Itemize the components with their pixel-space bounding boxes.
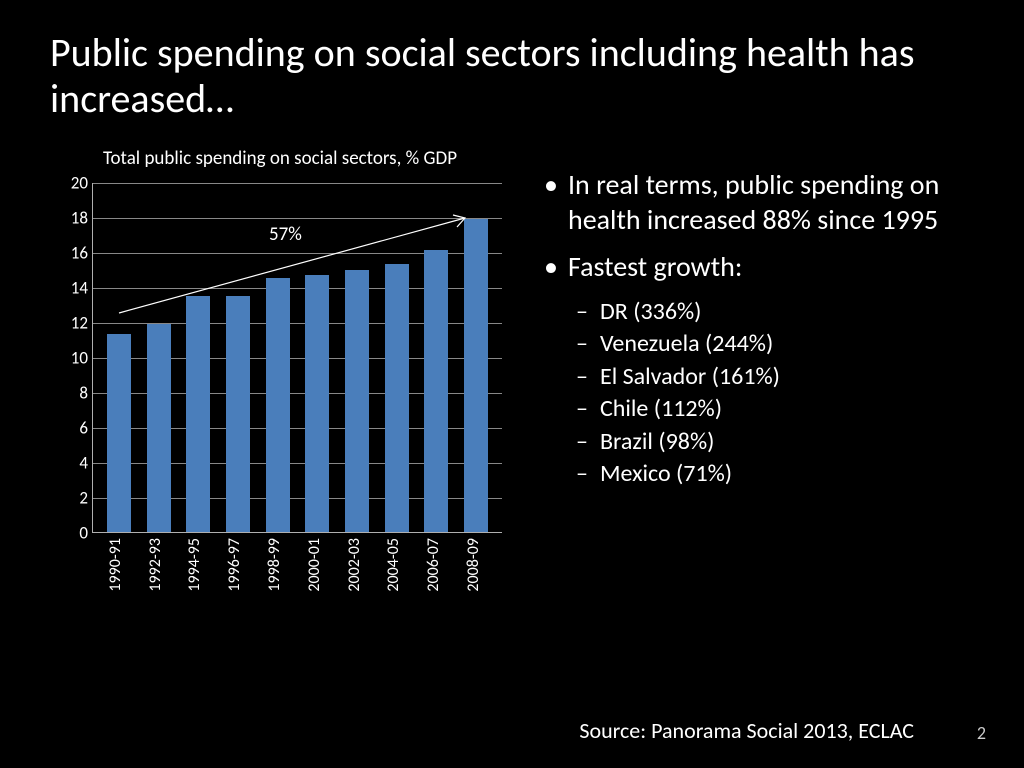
bullet-sub: DR (336%) bbox=[540, 296, 974, 328]
y-tick-label: 8 bbox=[58, 383, 88, 404]
x-tick-label: 2008-09 bbox=[464, 538, 488, 592]
bar bbox=[147, 324, 171, 532]
bullet-sub: Chile (112%) bbox=[540, 393, 974, 425]
bar bbox=[424, 250, 448, 532]
bar bbox=[226, 296, 250, 532]
bar bbox=[305, 275, 329, 532]
y-tick-label: 6 bbox=[58, 418, 88, 439]
page-number: 2 bbox=[977, 722, 986, 744]
bullet-sub: Mexico (71%) bbox=[540, 458, 974, 490]
bar bbox=[186, 296, 210, 532]
y-tick-label: 2 bbox=[58, 488, 88, 509]
x-tick-label: 2000-01 bbox=[305, 538, 329, 592]
bullet-sub: Brazil (98%) bbox=[540, 426, 974, 458]
x-tick-label: 2004-05 bbox=[384, 538, 408, 592]
bar bbox=[464, 219, 488, 532]
y-tick-label: 18 bbox=[58, 208, 88, 229]
bullet-list: In real terms, public spending on health… bbox=[540, 167, 974, 490]
x-tick-label: 1990-91 bbox=[106, 538, 130, 592]
x-tick-label: 1994-95 bbox=[185, 538, 209, 592]
bullet-sub: El Salvador (161%) bbox=[540, 361, 974, 393]
text-section: In real terms, public spending on health… bbox=[540, 147, 974, 618]
source-text: Source: Panorama Social 2013, ECLAC bbox=[579, 717, 914, 744]
slide-title: Public spending on social sectors includ… bbox=[50, 30, 974, 122]
y-tick-label: 12 bbox=[58, 313, 88, 334]
bar bbox=[345, 270, 369, 533]
bullet-main: In real terms, public spending on health… bbox=[540, 167, 974, 237]
content-row: Total public spending on social sectors,… bbox=[50, 147, 974, 618]
chart-section: Total public spending on social sectors,… bbox=[50, 147, 510, 618]
slide-container: Public spending on social sectors includ… bbox=[0, 0, 1024, 768]
y-tick-label: 14 bbox=[58, 278, 88, 299]
y-tick-label: 10 bbox=[58, 348, 88, 369]
x-tick-label: 1992-93 bbox=[146, 538, 170, 592]
x-tick-label: 1998-99 bbox=[265, 538, 289, 592]
x-tick-label: 2002-03 bbox=[345, 538, 369, 592]
x-tick-label: 2006-07 bbox=[424, 538, 448, 592]
plot-area: 57% bbox=[92, 183, 502, 533]
y-tick-label: 20 bbox=[58, 173, 88, 194]
y-tick-label: 4 bbox=[58, 453, 88, 474]
chart-annotation: 57% bbox=[269, 223, 302, 246]
bar bbox=[266, 278, 290, 532]
chart-area: 57% 02468101214161820 1990-911992-931994… bbox=[50, 178, 510, 618]
bar bbox=[385, 264, 409, 532]
bullet-sub: Venezuela (244%) bbox=[540, 328, 974, 360]
x-axis-labels: 1990-91 1992-93 1994-95 1996-97 1998-99 2000-… bbox=[92, 538, 502, 592]
x-tick-label: 1996-97 bbox=[225, 538, 249, 592]
y-tick-label: 16 bbox=[58, 243, 88, 264]
chart-title: Total public spending on social sectors,… bbox=[50, 147, 510, 170]
bar bbox=[107, 334, 131, 532]
y-tick-label: 0 bbox=[58, 523, 88, 544]
bullet-main: Fastest growth: bbox=[540, 249, 974, 284]
